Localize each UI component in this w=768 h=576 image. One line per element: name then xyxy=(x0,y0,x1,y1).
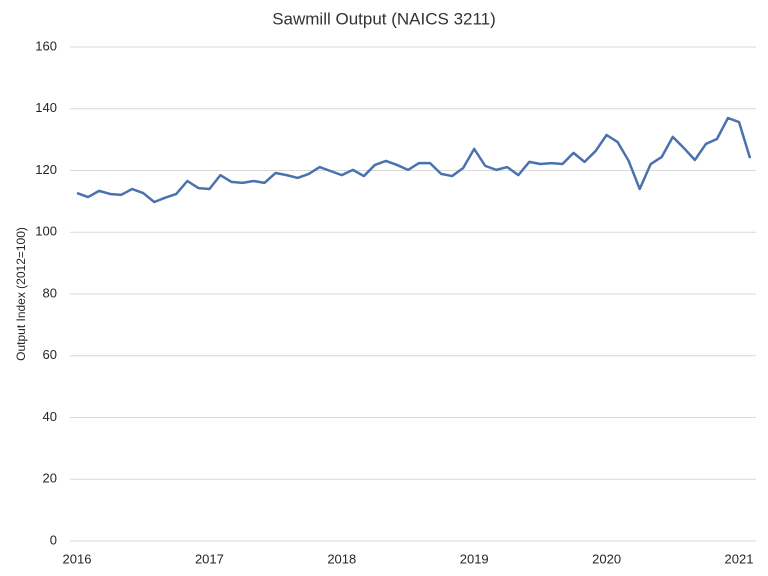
x-tick-label: 2016 xyxy=(63,551,92,566)
chart-title: Sawmill Output (NAICS 3211) xyxy=(272,9,496,28)
x-tick-label: 2020 xyxy=(592,551,621,566)
x-tick-label: 2019 xyxy=(460,551,489,566)
y-tick-label: 80 xyxy=(43,285,57,300)
y-tick-label: 0 xyxy=(50,532,57,547)
data-line xyxy=(76,116,752,204)
x-tick-label: 2021 xyxy=(725,551,754,566)
y-tick-label: 140 xyxy=(35,100,57,115)
y-tick-label: 40 xyxy=(43,409,57,424)
y-tick-label: 120 xyxy=(35,162,57,177)
y-tick-label: 20 xyxy=(43,471,57,486)
y-tick-label: 60 xyxy=(43,347,57,362)
x-tick-label: 2017 xyxy=(195,551,224,566)
y-tick-label: 100 xyxy=(35,224,57,239)
y-tick-label: 160 xyxy=(35,38,57,53)
x-tick-label: 2018 xyxy=(327,551,356,566)
y-axis-label: Output Index (2012=100) xyxy=(14,227,28,361)
